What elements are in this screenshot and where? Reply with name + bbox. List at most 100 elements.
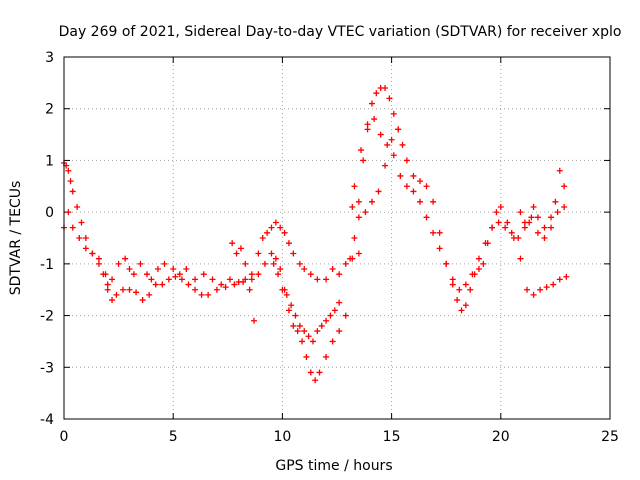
data-point-track-g xyxy=(517,209,524,216)
data-point-track-a xyxy=(137,260,144,267)
data-point-track-g xyxy=(530,203,537,210)
data-point-track-d xyxy=(517,255,524,262)
data-point-track-e xyxy=(377,131,384,138)
data-point-track-d xyxy=(497,203,504,210)
data-point-track-c xyxy=(318,322,325,329)
data-point-track-a xyxy=(342,260,349,267)
data-point-track-f xyxy=(375,188,382,195)
data-point-track-c xyxy=(275,271,282,278)
data-point-track-b xyxy=(82,235,89,241)
data-point-track-b xyxy=(316,369,323,376)
data-point-track-d xyxy=(458,307,465,314)
data-point-track-a xyxy=(122,255,129,262)
data-point-track-g xyxy=(552,198,559,205)
data-point-track-c xyxy=(331,307,338,314)
data-point-track-b xyxy=(272,255,279,262)
plot-frame xyxy=(63,56,611,420)
data-point-track-c xyxy=(270,260,277,267)
data-point-track-b xyxy=(299,338,306,345)
data-point-track-g xyxy=(548,214,555,221)
data-point-track-a xyxy=(69,224,76,231)
data-point-track-a xyxy=(290,250,297,257)
data-point-track-e xyxy=(521,224,528,231)
data-point-track-d xyxy=(493,209,500,216)
data-point-track-f xyxy=(388,136,395,143)
data-point-track-a xyxy=(281,229,288,236)
data-point-track-b xyxy=(213,286,220,293)
data-point-track-a xyxy=(65,209,72,216)
data-point-track-c xyxy=(301,328,308,335)
data-point-track-d xyxy=(436,229,443,236)
data-point-track-e xyxy=(508,229,515,236)
data-point-track-b xyxy=(303,353,310,360)
data-point-track-c xyxy=(288,302,295,309)
data-point-track-c xyxy=(296,322,303,329)
data-point-track-d xyxy=(430,198,437,205)
y-tick-label: 2 xyxy=(45,102,54,118)
data-point-track-b xyxy=(240,278,247,285)
data-point-track-d xyxy=(475,266,482,273)
data-point-track-b xyxy=(113,291,120,298)
data-point-track-d xyxy=(524,286,531,293)
y-tick-label: 1 xyxy=(45,153,54,169)
data-point-track-a xyxy=(285,240,292,247)
data-point-track-a xyxy=(296,260,303,267)
data-point-track-b xyxy=(261,260,268,267)
data-point-track-b xyxy=(307,369,314,376)
data-point-track-a xyxy=(170,266,177,273)
y-axis-label: SDTVAR / TECUs xyxy=(8,181,24,296)
data-point-track-b xyxy=(222,284,229,291)
data-point-track-e xyxy=(443,260,450,267)
data-point-track-e xyxy=(456,286,463,293)
data-point-track-d xyxy=(550,281,557,288)
data-point-track-d xyxy=(543,284,550,291)
data-point-track-d xyxy=(416,178,423,185)
data-point-track-e xyxy=(469,271,476,278)
data-point-track-d xyxy=(347,255,354,262)
data-point-track-b xyxy=(205,291,212,298)
data-point-track-a xyxy=(255,250,262,257)
x-axis-label: GPS time / hours xyxy=(275,458,392,474)
data-point-track-a xyxy=(355,250,362,257)
x-tick-label: 20 xyxy=(492,429,510,445)
data-point-track-h xyxy=(237,245,244,252)
x-tick-label: 0 xyxy=(60,429,69,445)
data-point-track-g xyxy=(534,214,541,221)
data-point-track-b xyxy=(323,353,330,360)
data-point-track-e xyxy=(436,245,443,252)
data-point-track-a xyxy=(336,271,343,278)
data-point-track-a xyxy=(329,266,336,273)
data-point-track-a xyxy=(104,281,111,288)
data-point-track-b xyxy=(329,338,336,345)
data-point-track-b xyxy=(159,281,166,288)
data-point-track-a xyxy=(95,255,102,262)
data-point-track-h xyxy=(229,240,236,247)
data-point-track-e xyxy=(541,235,548,241)
data-point-track-a xyxy=(226,276,233,283)
data-point-track-a xyxy=(143,271,150,278)
data-point-track-d xyxy=(462,302,469,309)
data-point-track-a xyxy=(307,271,314,278)
data-point-track-d xyxy=(423,183,430,190)
data-point-track-a xyxy=(183,266,190,273)
data-point-track-d xyxy=(373,90,380,97)
y-tick-label: -2 xyxy=(40,309,54,325)
data-point-track-a xyxy=(314,276,321,283)
data-point-track-c xyxy=(323,317,330,324)
data-point-track-a xyxy=(277,224,284,231)
data-point-track-d xyxy=(368,100,375,107)
data-marks xyxy=(61,85,570,384)
data-point-track-a xyxy=(115,260,122,267)
data-point-track-e xyxy=(534,229,541,236)
data-point-track-b xyxy=(285,307,292,314)
data-point-track-b xyxy=(152,281,159,288)
data-point-track-d xyxy=(399,141,406,148)
data-point-track-e xyxy=(489,224,496,231)
data-point-track-e xyxy=(410,188,417,195)
data-point-track-d xyxy=(480,260,487,267)
data-point-track-d xyxy=(467,286,474,293)
data-point-track-b xyxy=(100,271,107,278)
data-point-track-b xyxy=(248,276,255,283)
data-point-track-e xyxy=(423,214,430,221)
